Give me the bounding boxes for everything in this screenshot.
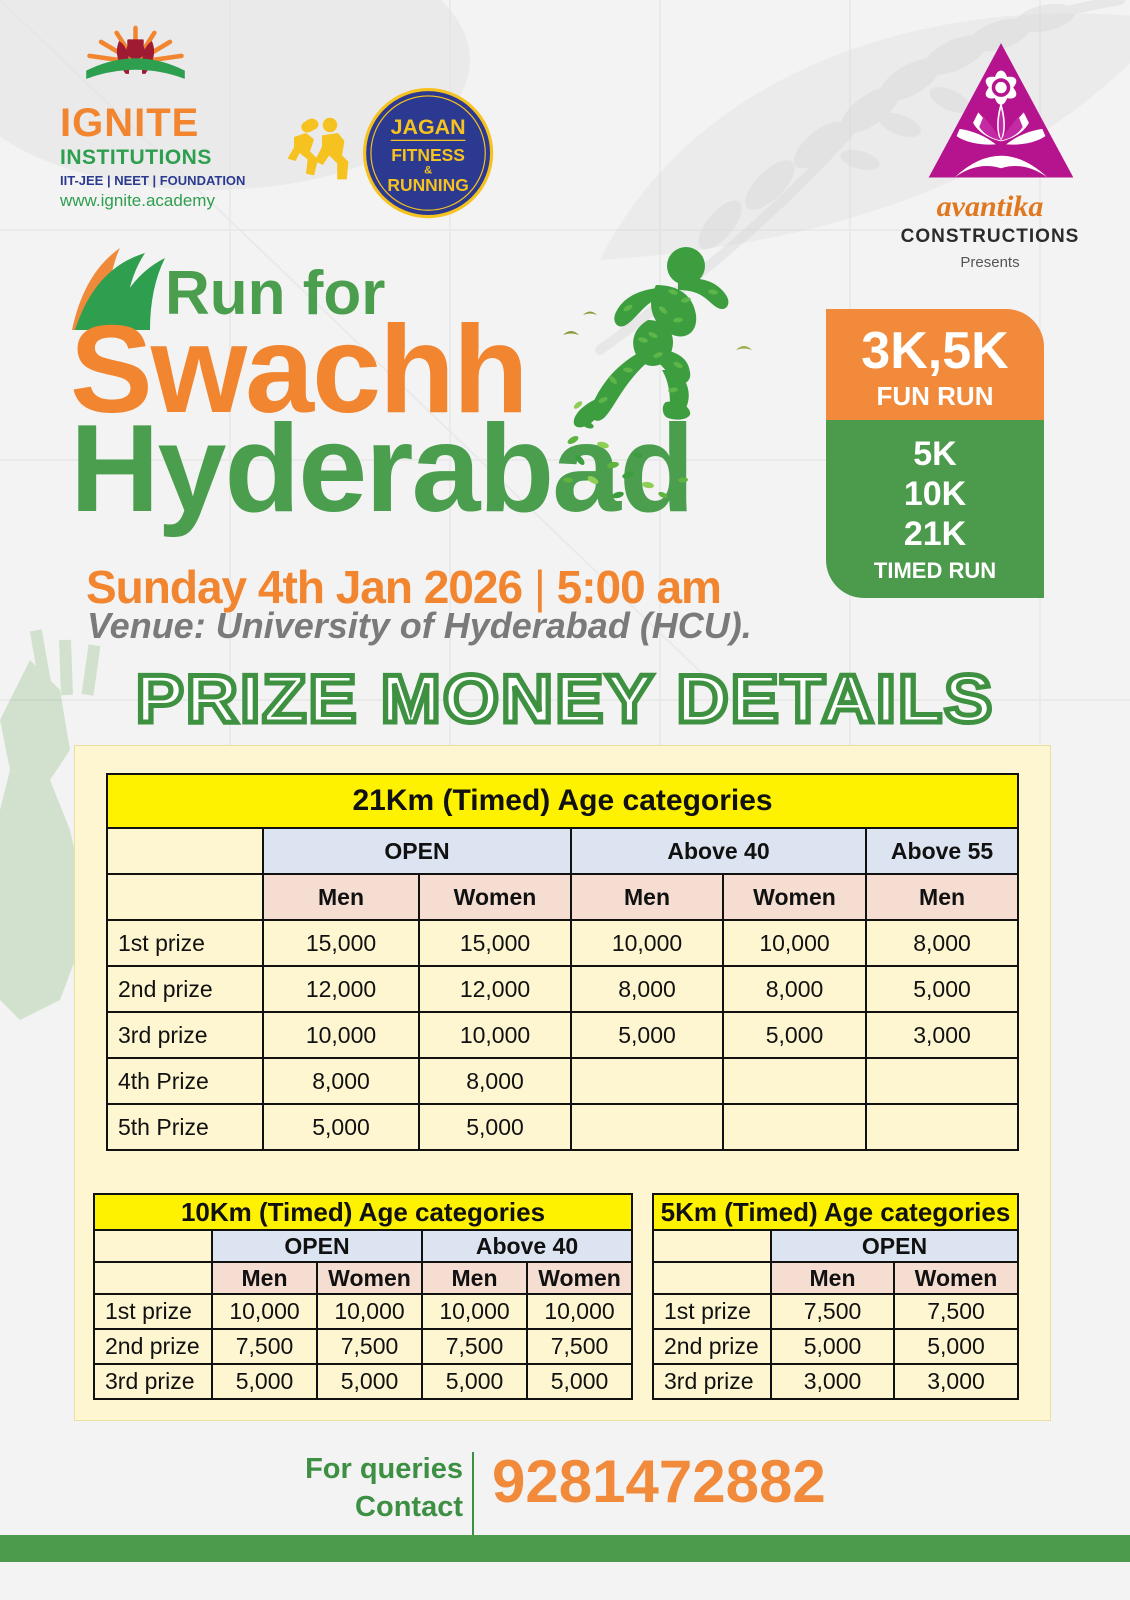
svg-text:RUNNING: RUNNING	[387, 175, 468, 195]
svg-text:JAGAN: JAGAN	[391, 115, 466, 139]
svg-text:FITNESS: FITNESS	[391, 145, 465, 165]
